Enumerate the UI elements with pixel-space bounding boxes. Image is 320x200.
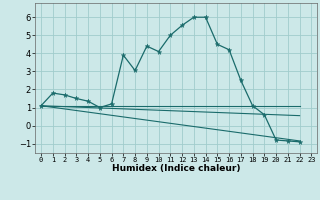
X-axis label: Humidex (Indice chaleur): Humidex (Indice chaleur) [112, 164, 240, 173]
